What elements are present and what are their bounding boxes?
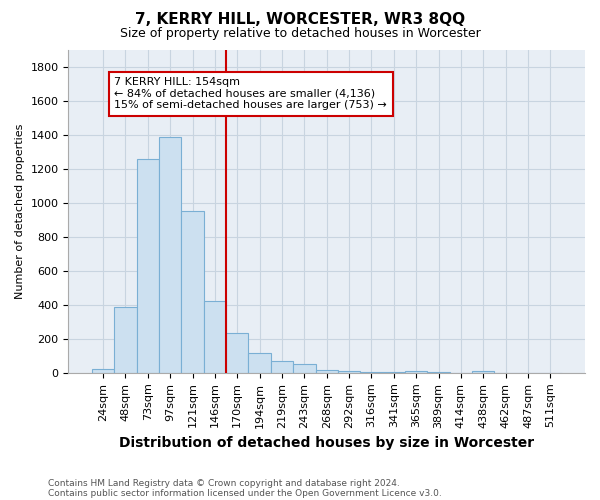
X-axis label: Distribution of detached houses by size in Worcester: Distribution of detached houses by size … xyxy=(119,436,534,450)
Bar xyxy=(159,136,181,373)
Bar xyxy=(293,364,316,373)
Bar xyxy=(92,368,114,373)
Bar xyxy=(114,306,137,373)
Text: 7, KERRY HILL, WORCESTER, WR3 8QQ: 7, KERRY HILL, WORCESTER, WR3 8QQ xyxy=(135,12,465,28)
Bar xyxy=(316,370,338,373)
Text: 7 KERRY HILL: 154sqm
← 84% of detached houses are smaller (4,136)
15% of semi-de: 7 KERRY HILL: 154sqm ← 84% of detached h… xyxy=(114,77,387,110)
Bar xyxy=(427,372,450,373)
Bar xyxy=(472,372,494,373)
Bar xyxy=(181,212,204,373)
Bar xyxy=(204,302,226,373)
Bar xyxy=(271,361,293,373)
Bar xyxy=(360,372,383,373)
Bar xyxy=(226,333,248,373)
Bar xyxy=(137,158,159,373)
Bar xyxy=(383,372,405,373)
Text: Contains HM Land Registry data © Crown copyright and database right 2024.: Contains HM Land Registry data © Crown c… xyxy=(48,478,400,488)
Text: Size of property relative to detached houses in Worcester: Size of property relative to detached ho… xyxy=(119,28,481,40)
Bar xyxy=(338,372,360,373)
Y-axis label: Number of detached properties: Number of detached properties xyxy=(15,124,25,299)
Bar xyxy=(405,372,427,373)
Text: Contains public sector information licensed under the Open Government Licence v3: Contains public sector information licen… xyxy=(48,488,442,498)
Bar xyxy=(248,354,271,373)
